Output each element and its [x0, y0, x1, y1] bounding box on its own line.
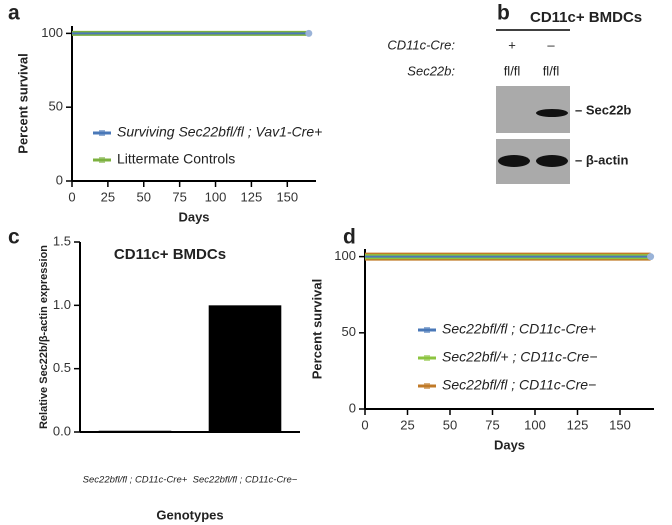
x-axis-label: Genotypes: [156, 507, 223, 522]
y-tick-label: 1.0: [53, 297, 71, 312]
blot-band: [536, 109, 568, 117]
x-tick-label: 25: [101, 189, 115, 204]
y-axis-label: Percent survival: [15, 53, 30, 153]
legend-swatch: [99, 130, 105, 136]
x-tick-label: 100: [205, 189, 227, 204]
censor-marker: [647, 253, 655, 261]
y-tick-label: 0.0: [53, 423, 71, 438]
y-tick-label: 1.5: [53, 233, 71, 248]
blot-band: [536, 155, 568, 167]
panel-label: d: [343, 226, 356, 249]
x-tick-label: 25: [400, 417, 414, 432]
x-tick-label: 50: [137, 189, 151, 204]
legend-label: Sec22bfl/fl ; CD11c-Cre+: [442, 321, 596, 337]
x-tick-label: 150: [276, 189, 298, 204]
x-tick-label: 125: [241, 189, 263, 204]
censor-marker: [305, 29, 313, 37]
x-tick-label: 100: [524, 417, 546, 432]
x-tick-label: 125: [567, 417, 589, 432]
legend-label: Sec22bfl/+ ; CD11c-Cre−: [442, 349, 597, 365]
bar: [208, 305, 282, 432]
x-axis-label: Days: [494, 437, 525, 452]
blot-row-label: Sec22b:: [407, 63, 455, 78]
blot-lane-label: fl/fl: [504, 63, 521, 78]
blot-lane-label: +: [508, 37, 516, 52]
y-tick-label: 100: [334, 248, 356, 263]
legend-swatch: [99, 157, 105, 163]
x-tick-label: Sec22bfl/fl ; CD11c-Cre+: [83, 475, 188, 486]
y-tick-label: 0.5: [53, 360, 71, 375]
legend-swatch: [424, 355, 430, 361]
chart-title: CD11c+ BMDCs: [114, 246, 226, 263]
panel-label: b: [497, 2, 510, 25]
x-tick-label: Sec22bfl/fl ; CD11c-Cre−: [193, 475, 298, 486]
legend-label: Surviving Sec22bfl/fl ; Vav1-Cre+: [117, 124, 322, 140]
legend-label: Littermate Controls: [117, 151, 235, 167]
x-axis-label: Days: [178, 209, 209, 224]
x-tick-label: 50: [443, 417, 457, 432]
y-tick-label: 0: [349, 400, 356, 415]
x-tick-label: 0: [361, 417, 368, 432]
legend-swatch: [424, 383, 430, 389]
blot-lane-label: fl/fl: [543, 63, 560, 78]
y-tick-label: 0: [56, 172, 63, 187]
x-tick-label: 0: [68, 189, 75, 204]
y-tick-label: 50: [49, 99, 63, 114]
blot-band: [498, 155, 530, 167]
y-tick-label: 100: [41, 25, 63, 40]
blot-band-label: – Sec22b: [575, 102, 631, 117]
blot-band-label: – β-actin: [575, 152, 629, 167]
y-tick-label: 50: [342, 324, 356, 339]
legend-label: Sec22bfl/fl ; CD11c-Cre−: [442, 377, 596, 393]
y-axis-label: Relative Sec22b/β-actin expression: [38, 245, 50, 429]
x-tick-label: 75: [485, 417, 499, 432]
blot-row-label: CD11c-Cre:: [387, 37, 455, 52]
x-tick-label: 150: [609, 417, 631, 432]
panel-label: a: [8, 2, 20, 25]
blot-lane-label: –: [547, 37, 555, 52]
panel-label: c: [8, 226, 20, 249]
legend-swatch: [424, 327, 430, 333]
x-tick-label: 75: [172, 189, 186, 204]
y-axis-label: Percent survival: [309, 279, 324, 379]
blot-title: CD11c+ BMDCs: [530, 9, 642, 26]
bar: [98, 430, 172, 432]
